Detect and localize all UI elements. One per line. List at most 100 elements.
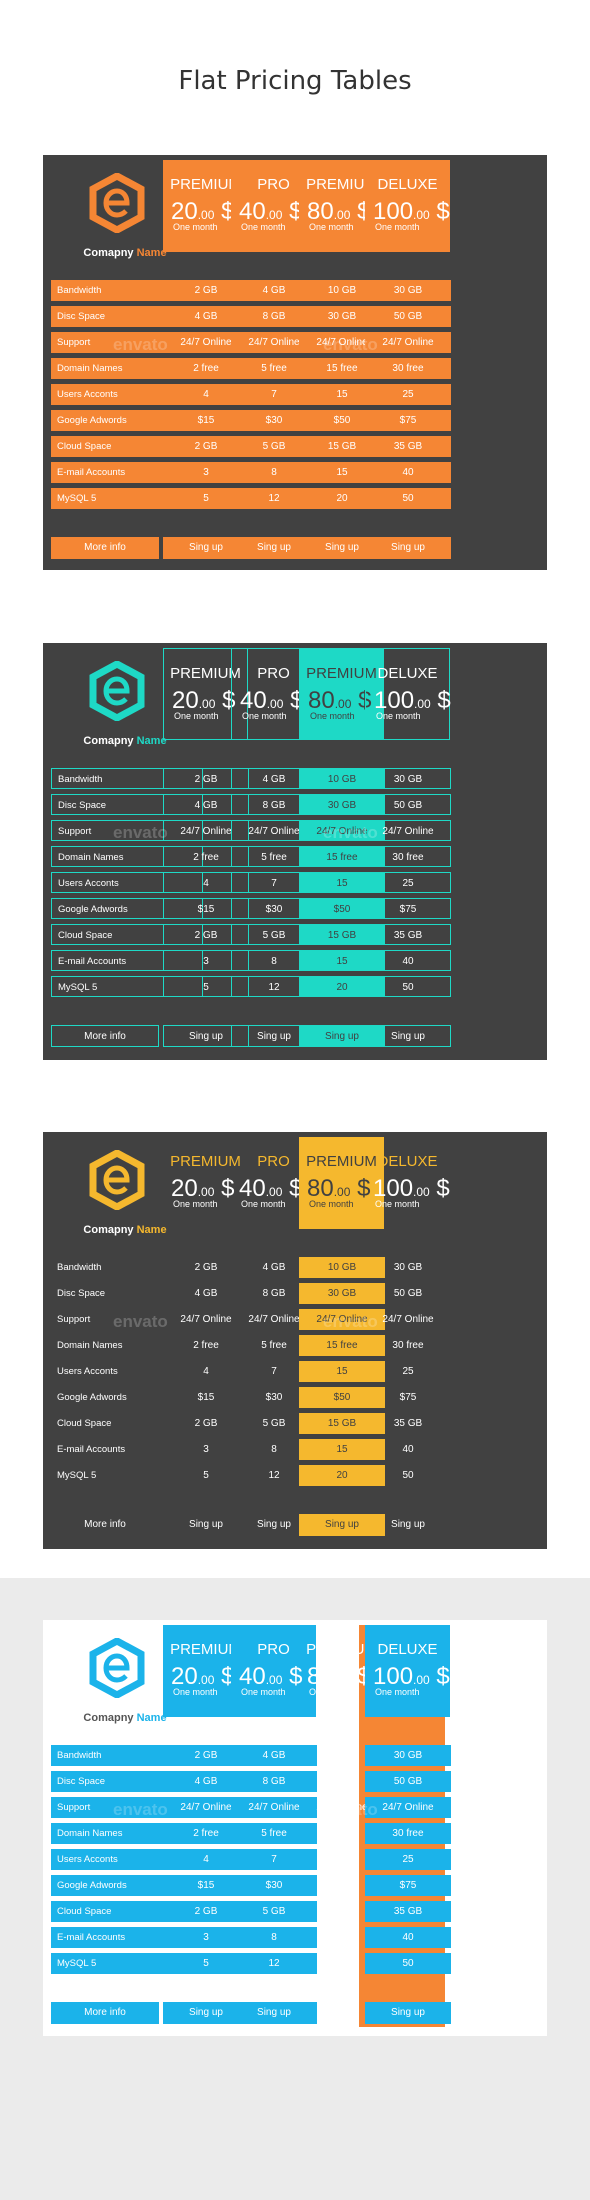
company-name-accent: Name <box>136 735 167 747</box>
feature-value: 24/7 Online <box>231 332 317 353</box>
feature-value: 2 GB <box>163 1745 249 1766</box>
price-cents: .00 <box>413 208 430 222</box>
feature-value: $75 <box>399 1392 417 1403</box>
price-whole: 80 <box>307 198 334 225</box>
sign-up-button[interactable]: Sing up <box>299 1025 385 1047</box>
page-title: Flat Pricing Tables <box>178 66 412 96</box>
plan-period: One month <box>241 222 286 232</box>
feature-value: 2 free <box>163 846 249 867</box>
feature-value: 15 <box>336 1854 348 1865</box>
feature-value: 15 <box>299 1361 385 1382</box>
feature-value: 2 GB <box>163 280 249 301</box>
sign-up-button[interactable]: Sing up <box>163 537 249 559</box>
sign-up-button[interactable]: Sing up <box>231 2002 317 2024</box>
price-whole: 100 <box>373 1663 414 1690</box>
company-name: Comapny Name <box>49 247 201 259</box>
feature-value: 8 <box>231 1927 317 1948</box>
feature-label: Google Adwords <box>51 898 203 919</box>
feature-value: 30 GB <box>393 1262 423 1273</box>
pricing-table-1: Comapny Name PREMIUM 20.00 $ One month PRO 40… <box>43 155 547 570</box>
more-info-button[interactable]: More info <box>84 1519 126 1530</box>
feature-value: 5 <box>163 976 249 997</box>
feature-value: 24/7 Online <box>299 1309 385 1330</box>
sign-up-button[interactable]: Sing up <box>365 537 451 559</box>
price-cents: .00 <box>413 1673 430 1687</box>
feature-value: 5 <box>163 1953 249 1974</box>
feature-value: 4 GB <box>163 306 249 327</box>
feature-value: 4 GB <box>262 1262 286 1273</box>
plan-price: 80.00 $ <box>308 687 371 715</box>
sign-up-button[interactable]: Sing up <box>391 1519 425 1530</box>
price-currency: $ <box>436 198 450 225</box>
plan-header-deluxe: DELUXE 100.00 $ One month <box>365 160 450 252</box>
feature-value: 15 free <box>326 1828 358 1839</box>
feature-value: 30 free <box>365 358 451 379</box>
price-whole: 80 <box>308 687 335 714</box>
pricing-table-2: Comapny Name PREMIUM 20.00 $ One month PRO 40… <box>43 643 547 1060</box>
feature-label: Domain Names <box>57 1340 123 1351</box>
feature-value: 4 <box>203 1366 209 1377</box>
feature-value: 24/7 Online <box>382 1314 434 1325</box>
feature-value: 2 GB <box>163 924 249 945</box>
price-currency: $ <box>221 1175 235 1202</box>
plan-price: 100.00 $ <box>373 1175 450 1203</box>
company-logo: Comapny Name <box>49 1628 201 1738</box>
feature-value: 30 GB <box>299 794 385 815</box>
plan-name: PREMIUM <box>306 1153 377 1170</box>
price-cents: .00 <box>333 208 351 222</box>
feature-value: 10 GB <box>327 1750 357 1761</box>
price-whole: 80 <box>307 1663 334 1690</box>
feature-value: $30 <box>231 410 317 431</box>
feature-value: 3 <box>203 1444 209 1455</box>
more-info-button[interactable]: More info <box>51 2002 159 2024</box>
price-currency: $ <box>437 687 451 714</box>
price-whole: 80 <box>307 1175 334 1202</box>
plan-name: PREMIUM <box>306 176 377 193</box>
plan-header-pro: PRO 40.00 $ One month <box>231 1625 316 1717</box>
feature-value: 12 <box>231 1953 317 1974</box>
more-info-button[interactable]: More info <box>51 537 159 559</box>
feature-value: 2 GB <box>194 1418 218 1429</box>
feature-value: 24/7 Online <box>365 332 451 353</box>
sign-up-button[interactable]: Sing up <box>163 1025 249 1047</box>
price-currency: $ <box>222 687 236 714</box>
company-name-accent: Name <box>136 1224 167 1236</box>
feature-value: $75 <box>365 410 451 431</box>
sign-up-button[interactable]: Sing up <box>189 1519 223 1530</box>
sign-up-button[interactable]: Sing up <box>163 2002 249 2024</box>
feature-value: 40 <box>365 1927 451 1948</box>
price-whole: 20 <box>172 687 199 714</box>
price-cents: .00 <box>334 697 352 711</box>
feature-value: 30 GB <box>299 306 385 327</box>
more-info-button[interactable]: More info <box>51 1025 159 1047</box>
feature-value: 15 <box>299 950 385 971</box>
sign-up-button[interactable]: Sing up <box>365 2002 451 2024</box>
plan-price: 20.00 $ <box>171 1175 234 1203</box>
feature-value: 15 <box>299 1439 385 1460</box>
sign-up-button[interactable]: Sing up <box>299 537 385 559</box>
hexagon-logo-icon <box>89 1638 145 1698</box>
sign-up-button[interactable]: Sing up <box>231 537 317 559</box>
feature-value: 20 <box>299 488 385 509</box>
feature-value: 25 <box>365 1849 451 1870</box>
plan-name: DELUXE <box>377 665 438 682</box>
feature-label: Cloud Space <box>51 924 203 945</box>
plan-name: PREMIUM <box>306 1641 377 1658</box>
feature-label: Users Acconts <box>57 1366 118 1377</box>
plan-price: 100.00 $ <box>374 687 451 715</box>
sign-up-button[interactable]: Sing up <box>299 1514 385 1536</box>
sign-up-button[interactable]: Sing up <box>365 1025 451 1047</box>
price-whole: 20 <box>171 198 198 225</box>
company-logo: Comapny Name <box>49 163 201 273</box>
plan-name: PREMIUM <box>170 1153 241 1170</box>
feature-value: $50 <box>299 410 385 431</box>
feature-value: 3 <box>163 950 249 971</box>
feature-value: 2 GB <box>163 436 249 457</box>
price-cents: .00 <box>333 1673 351 1687</box>
feature-value: 35 GB <box>365 436 451 457</box>
feature-value: 24/7 Online <box>163 332 249 353</box>
plan-name: PREMIUM <box>170 665 241 682</box>
price-cents: .00 <box>198 697 216 711</box>
sign-up-button[interactable]: Sing up <box>257 1519 291 1530</box>
sign-up-button[interactable]: Sing up <box>325 2007 359 2018</box>
